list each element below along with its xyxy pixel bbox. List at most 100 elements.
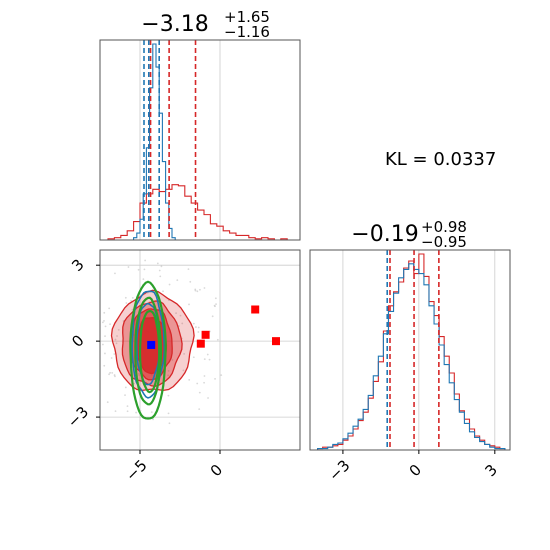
- sample-point: [114, 272, 116, 275]
- sample-point: [214, 297, 217, 300]
- sample-point: [176, 279, 179, 282]
- marginal-x-axes-frame: [99, 39, 301, 241]
- sample-point: [207, 397, 209, 399]
- sample-point: [188, 379, 191, 381]
- marginal-y-title: −0.19: [351, 222, 418, 247]
- sample-point: [113, 374, 116, 376]
- y-tick-label: −3: [64, 403, 92, 431]
- marginal-x-quantile-lines: [143, 40, 197, 240]
- sample-point: [138, 374, 141, 377]
- marginal-x-grid: [139, 40, 221, 240]
- blue-contour-level: [135, 302, 161, 386]
- sample-point: [131, 296, 134, 299]
- sample-point: [214, 305, 216, 308]
- green-contour-level: [138, 309, 161, 394]
- sample-point: [167, 394, 170, 397]
- sample-point: [124, 394, 126, 397]
- sample-point: [192, 356, 195, 359]
- y-tick-label: 3: [68, 255, 87, 274]
- histogram-step-line: [133, 43, 176, 240]
- red-filled-contours: [110, 289, 195, 392]
- sample-point: [79, 325, 81, 327]
- sample-point: [126, 405, 129, 408]
- marginal-y-histograms: [317, 253, 506, 450]
- x-tick-label: −5: [122, 456, 150, 484]
- sample-point: [114, 338, 117, 341]
- x-tick-label: 0: [406, 461, 425, 480]
- marginal-y-panel: −3 0 3 −0.19 +0.98 −0.95: [309, 218, 511, 485]
- sample-point: [135, 411, 138, 414]
- sample-point: [159, 275, 162, 278]
- red-square-marker: [272, 337, 280, 346]
- sample-point: [168, 283, 171, 286]
- sample-point: [196, 290, 199, 293]
- sample-point: [124, 296, 127, 299]
- red-square-marker: [196, 339, 205, 348]
- sample-point: [206, 353, 209, 356]
- sample-point: [116, 335, 118, 337]
- sample-point: [127, 266, 130, 268]
- sample-point: [175, 312, 177, 315]
- sample-point: [108, 373, 110, 376]
- joint-contour-panel: −5 0 −3 0 3: [64, 249, 301, 485]
- green-contour-level: [129, 280, 167, 420]
- sample-point: [188, 303, 190, 306]
- sample-point: [183, 352, 186, 355]
- sample-point: [83, 363, 85, 365]
- marginal-y-ticks: −3 0 3: [325, 450, 501, 485]
- sample-point: [189, 280, 192, 283]
- sample-point: [81, 321, 83, 323]
- sample-point: [199, 288, 201, 291]
- marginal-y-title-value: −0.19: [351, 222, 418, 247]
- sample-point: [126, 410, 129, 413]
- sample-point: [150, 411, 153, 414]
- sample-point: [102, 343, 104, 346]
- x-tick-label: 0: [207, 461, 226, 480]
- green-contour-level: [134, 296, 163, 406]
- sample-point: [203, 375, 206, 377]
- sample-point: [143, 268, 146, 271]
- sample-point: [111, 371, 114, 374]
- histogram-step-line: [317, 253, 506, 450]
- sample-point: [179, 314, 182, 317]
- sample-point: [101, 321, 104, 324]
- histogram-step-line: [107, 184, 300, 241]
- sample-point: [158, 269, 161, 272]
- sample-point: [182, 369, 185, 372]
- joint-axes-frame: [99, 249, 301, 451]
- sample-point: [171, 359, 174, 361]
- sample-point: [103, 364, 106, 367]
- sample-point: [106, 401, 109, 404]
- sample-point: [162, 290, 164, 293]
- sample-point: [85, 361, 87, 363]
- sample-point: [109, 323, 111, 326]
- sample-point: [117, 328, 120, 331]
- kl-divergence-label: KL = 0.0337: [385, 149, 496, 170]
- sample-point: [110, 357, 113, 359]
- sample-point: [104, 335, 106, 337]
- sample-point: [197, 331, 200, 333]
- sample-point: [167, 374, 169, 377]
- sample-point: [167, 412, 170, 415]
- sample-point: [187, 268, 190, 271]
- marginal-y-axes-frame: [309, 249, 511, 451]
- sample-point: [198, 408, 201, 410]
- sample-point: [214, 377, 216, 380]
- green-contours: [129, 280, 167, 420]
- sample-point: [89, 342, 91, 344]
- sample-point: [167, 369, 170, 372]
- sample-point: [89, 387, 91, 389]
- histogram-step-line: [317, 263, 506, 450]
- sample-point: [208, 358, 211, 361]
- marginal-y-title-upper-error: +0.98: [421, 218, 467, 236]
- joint-markers: [147, 305, 280, 349]
- sample-point: [220, 374, 223, 377]
- sample-point: [152, 418, 154, 421]
- sample-point: [85, 321, 87, 323]
- sample-point: [104, 352, 106, 355]
- sample-point: [103, 319, 105, 322]
- sample-point: [115, 342, 118, 345]
- x-tick-label: 3: [482, 461, 501, 480]
- sample-point: [130, 299, 132, 302]
